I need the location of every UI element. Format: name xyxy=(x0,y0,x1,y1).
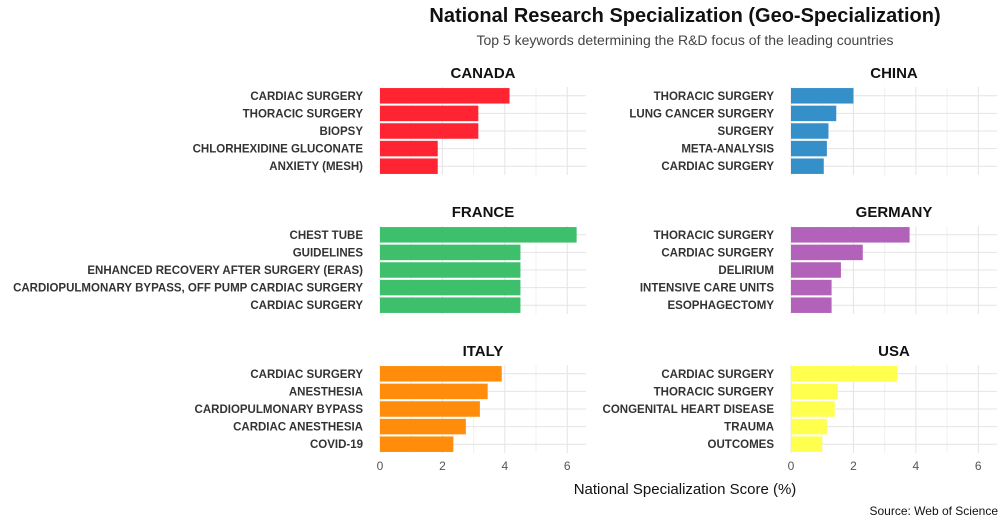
facet-title: FRANCE xyxy=(452,204,515,221)
category-label: CARDIAC SURGERY xyxy=(250,369,363,381)
bar-thoracic-surgery xyxy=(791,88,854,104)
bar-covid-19 xyxy=(380,436,454,452)
facet-title: CANADA xyxy=(451,65,516,82)
bar-cardiopulmonary-bypass-off-pump-cardiac-surgery xyxy=(380,279,521,296)
category-label: DELIRIUM xyxy=(718,265,774,277)
category-label: CARDIAC SURGERY xyxy=(661,369,774,381)
category-label: ESOPHAGECTOMY xyxy=(668,300,775,312)
bar-anxiety-mesh xyxy=(380,158,438,174)
bar-cardiac-surgery xyxy=(791,158,824,174)
category-label: THORACIC SURGERY xyxy=(654,230,775,242)
category-label: CARDIAC ANESTHESIA xyxy=(233,422,363,434)
category-label: CHEST TUBE xyxy=(290,230,364,242)
bar-outcomes xyxy=(791,436,823,452)
category-label: CARDIAC SURGERY xyxy=(661,161,774,173)
bar-cardiac-anesthesia xyxy=(380,418,466,435)
category-label: BIOPSY xyxy=(320,126,364,138)
x-tick-label: 6 xyxy=(564,459,571,473)
bar-esophagectomy xyxy=(791,297,832,313)
category-label: THORACIC SURGERY xyxy=(654,91,775,103)
bar-chest-tube xyxy=(380,227,577,243)
bar-delirium xyxy=(791,262,841,278)
bar-lung-cancer-surgery xyxy=(791,105,837,122)
bar-enhanced-recovery-after-surgery-eras xyxy=(380,262,521,278)
x-tick-label: 0 xyxy=(377,459,384,473)
bar-cardiac-surgery xyxy=(791,244,863,261)
bar-meta-analysis xyxy=(791,140,827,157)
bar-cardiac-surgery xyxy=(380,88,510,104)
bar-trauma xyxy=(791,418,827,435)
category-label: META-ANALYSIS xyxy=(681,144,774,156)
facet-usa: USA CARDIAC SURGERY THORACIC SURGERY CONGEN… xyxy=(603,343,997,473)
facet-canada: CANADA CARDIAC SURGERY THORACIC SURGERY BIO… xyxy=(193,65,586,175)
facet-germany: GERMANY THORACIC SURGERY CARDIAC SURGERY DE… xyxy=(640,204,997,314)
chart-subtitle: Top 5 keywords determining the R&D focus… xyxy=(476,32,893,48)
category-label: SURGERY xyxy=(718,126,775,138)
x-tick-label: 4 xyxy=(502,459,509,473)
category-label: COVID-19 xyxy=(310,439,363,451)
x-tick-label: 0 xyxy=(788,459,795,473)
x-axis-title: National Specialization Score (%) xyxy=(574,481,797,498)
category-label: GUIDELINES xyxy=(293,247,364,259)
category-label: ANESTHESIA xyxy=(289,386,363,398)
source-caption: Source: Web of Science xyxy=(869,504,998,518)
category-label: TRAUMA xyxy=(724,422,774,434)
bar-intensive-care-units xyxy=(791,279,832,296)
category-label: LUNG CANCER SURGERY xyxy=(629,108,774,120)
bar-anesthesia xyxy=(380,383,488,400)
facet-china: CHINA THORACIC SURGERY LUNG CANCER SURGERY… xyxy=(629,65,997,175)
bar-congenital-heart-disease xyxy=(791,401,835,417)
facet-france: FRANCE CHEST TUBE GUIDELINES ENHANCED RECOV… xyxy=(13,204,586,314)
facet-italy: ITALY CARDIAC SURGERY ANESTHESIA CARDIOPULM… xyxy=(195,343,586,473)
category-label: CARDIOPULMONARY BYPASS, OFF PUMP CARDIAC… xyxy=(13,283,363,295)
bar-cardiac-surgery xyxy=(380,366,502,382)
facet-title: GERMANY xyxy=(856,204,933,221)
x-tick-label: 2 xyxy=(850,459,857,473)
category-label: CARDIAC SURGERY xyxy=(250,91,363,103)
category-label: CHLORHEXIDINE GLUCONATE xyxy=(193,144,364,156)
facet-title: USA xyxy=(878,343,910,360)
category-label: OUTCOMES xyxy=(708,439,775,451)
bar-biopsy xyxy=(380,123,479,139)
category-label: CARDIOPULMONARY BYPASS xyxy=(195,404,364,416)
x-tick-label: 4 xyxy=(913,459,920,473)
facet-panels: CANADA CARDIAC SURGERY THORACIC SURGERY BIO… xyxy=(13,65,997,473)
x-tick-label: 2 xyxy=(439,459,446,473)
bar-thoracic-surgery xyxy=(791,383,838,400)
bar-cardiac-surgery xyxy=(791,366,898,382)
bar-chlorhexidine-gluconate xyxy=(380,140,438,157)
facet-title: ITALY xyxy=(463,343,504,360)
bar-thoracic-surgery xyxy=(380,105,479,122)
category-label: CONGENITAL HEART DISEASE xyxy=(603,404,775,416)
category-label: THORACIC SURGERY xyxy=(654,386,775,398)
bar-cardiac-surgery xyxy=(380,297,521,313)
bar-surgery xyxy=(791,123,829,139)
facet-title: CHINA xyxy=(870,65,918,82)
chart-title: National Research Specialization (Geo-Sp… xyxy=(429,5,940,27)
bar-thoracic-surgery xyxy=(791,227,910,243)
category-label: THORACIC SURGERY xyxy=(243,108,364,120)
category-label: INTENSIVE CARE UNITS xyxy=(640,283,775,295)
category-label: CARDIAC SURGERY xyxy=(661,247,774,259)
category-label: ANXIETY (MESH) xyxy=(269,161,363,173)
category-label: ENHANCED RECOVERY AFTER SURGERY (ERAS) xyxy=(87,265,363,277)
bar-cardiopulmonary-bypass xyxy=(380,401,480,417)
bar-guidelines xyxy=(380,244,521,261)
x-tick-label: 6 xyxy=(975,459,982,473)
category-label: CARDIAC SURGERY xyxy=(250,300,363,312)
